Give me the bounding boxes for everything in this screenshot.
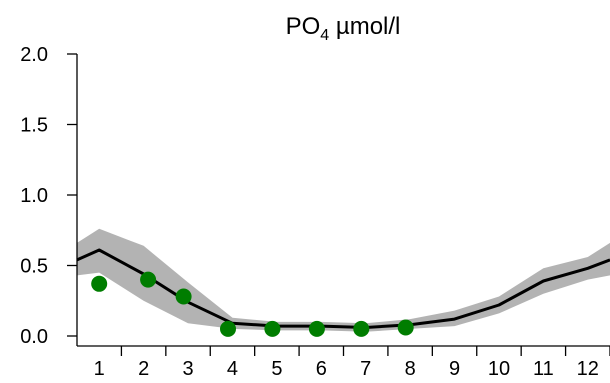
observation-point bbox=[397, 319, 414, 336]
x-tick-label: 1 bbox=[94, 358, 105, 380]
observation-point bbox=[308, 320, 325, 337]
observation-point bbox=[353, 320, 370, 337]
observation-point bbox=[175, 288, 192, 305]
observation-point bbox=[91, 275, 108, 292]
uncertainty-band-layer bbox=[77, 228, 610, 332]
y-tick-label: 0.0 bbox=[20, 326, 48, 348]
x-tick-label: 8 bbox=[405, 358, 416, 380]
x-tick-label: 12 bbox=[577, 358, 599, 380]
axes: 0.00.51.01.52.01 2 3 4 5 6 7 8 9 10 11 12 bbox=[20, 44, 610, 380]
x-tick-label: 10 bbox=[488, 358, 510, 380]
uncertainty-band bbox=[77, 228, 610, 332]
x-tick-label: 3 bbox=[182, 358, 193, 380]
observation-points-layer bbox=[91, 271, 414, 337]
x-tick-label: 5 bbox=[271, 358, 282, 380]
y-tick-label: 1.0 bbox=[20, 185, 48, 207]
observation-point bbox=[220, 320, 236, 337]
x-tick-label: 11 bbox=[533, 358, 554, 380]
y-tick-label: 2.0 bbox=[20, 44, 48, 66]
x-tick-label: 6 bbox=[316, 358, 327, 380]
observation-point bbox=[264, 320, 281, 337]
observation-point bbox=[140, 271, 157, 288]
x-tick-label: 4 bbox=[227, 358, 238, 380]
y-tick-label: 1.5 bbox=[20, 115, 48, 137]
chart-title: PO4 µmol/l bbox=[286, 13, 401, 44]
y-tick-label: 0.5 bbox=[20, 256, 48, 278]
x-tick-label: 9 bbox=[449, 358, 460, 380]
x-tick-label: 2 bbox=[138, 358, 149, 380]
x-tick-label: 7 bbox=[360, 358, 371, 380]
